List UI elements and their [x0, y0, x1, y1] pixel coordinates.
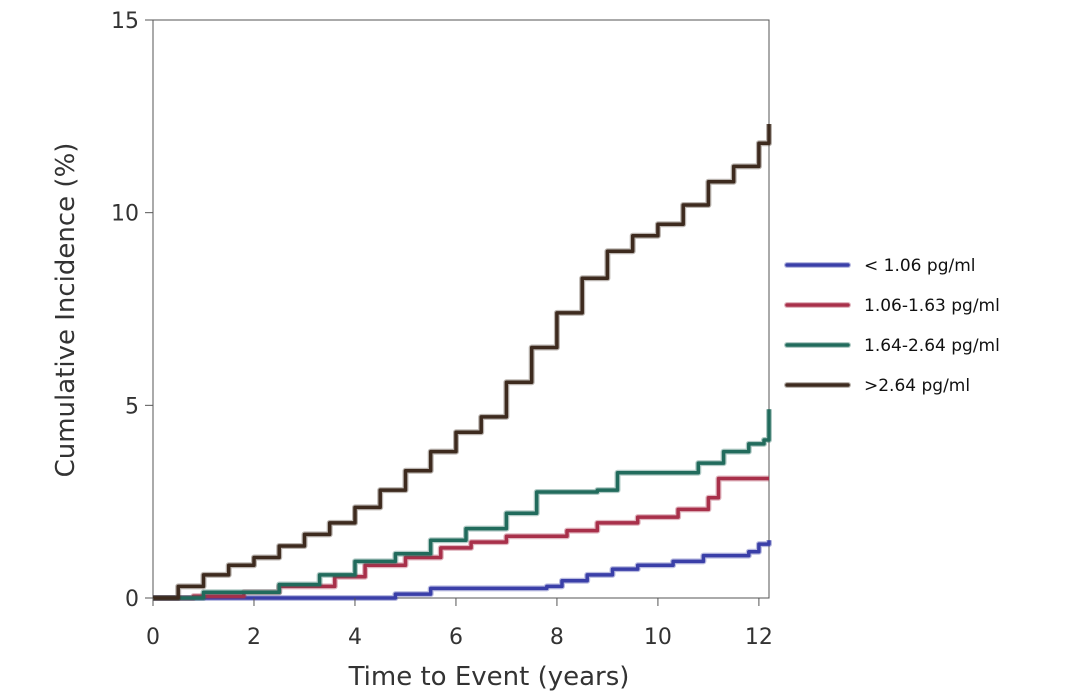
y-tick-label: 5 [125, 394, 139, 419]
x-tick-label: 12 [745, 625, 773, 650]
x-tick-label: 8 [550, 625, 564, 650]
legend-label: >2.64 pg/ml [864, 376, 970, 396]
series-line-3 [153, 409, 771, 600]
legend-label: < 1.06 pg/ml [864, 256, 976, 276]
x-tick-label: 0 [146, 625, 160, 650]
x-tick-label: 10 [644, 625, 672, 650]
x-axis-title: Time to Event (years) [348, 662, 630, 692]
y-axis-title: Cumulative Incidence (%) [51, 143, 81, 478]
axes-layer: 0 2 4 6 8 10 12 0 5 10 15 [111, 9, 773, 650]
legend-label: 1.06-1.63 pg/ml [864, 296, 1000, 316]
series-line-4 [153, 124, 771, 600]
series-layer [153, 124, 772, 601]
series-line-1 [153, 540, 771, 600]
y-tick-label: 0 [125, 587, 139, 612]
x-tick-label: 6 [449, 625, 463, 650]
x-tick-label: 2 [247, 625, 261, 650]
plot-frame [152, 19, 770, 599]
x-tick-label: 4 [348, 625, 362, 650]
y-tick-label: 15 [111, 9, 139, 34]
legend: < 1.06 pg/ml 1.06-1.63 pg/ml 1.64-2.64 pg/… [784, 256, 1000, 396]
y-tick-label: 10 [111, 202, 139, 227]
series-line-glow [153, 124, 772, 601]
legend-label: 1.64-2.64 pg/ml [864, 336, 1000, 356]
series-line-glow [153, 409, 772, 601]
